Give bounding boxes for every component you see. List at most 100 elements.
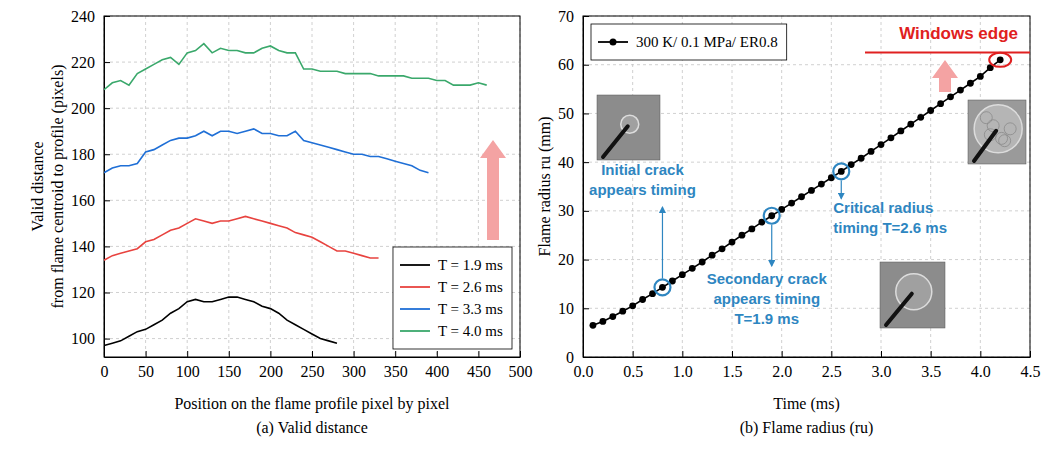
- series-marker: [868, 148, 875, 155]
- x-tick-mark: [354, 351, 355, 357]
- y-tick: 10: [558, 300, 589, 317]
- plot-frame: [583, 16, 1030, 357]
- y-tick: 0: [566, 349, 589, 366]
- x-tick-mark: [782, 351, 783, 357]
- x-tick-mark: [881, 351, 882, 357]
- legend-label: T = 1.9 ms: [438, 257, 503, 273]
- series-marker: [818, 181, 825, 188]
- y-tick-label: 160: [71, 192, 95, 209]
- x-tick-label: 250: [301, 363, 325, 380]
- y-tick-mark: [104, 200, 110, 201]
- x-tick-label: 100: [176, 363, 200, 380]
- x-tick-mark: [520, 351, 521, 357]
- y-tick-label: 30: [558, 202, 574, 219]
- grid-line-y: [104, 154, 520, 155]
- x-tick-label: 0.0: [574, 363, 594, 380]
- x-tick-mark: [478, 351, 479, 357]
- series-marker: [679, 271, 686, 278]
- y-tick-mark: [583, 16, 589, 17]
- x-axis: 0.00.51.01.52.02.53.03.54.04.5: [574, 351, 1041, 380]
- legend-box: [591, 24, 787, 60]
- grid-line-y: [583, 210, 1030, 211]
- series-marker: [957, 87, 964, 94]
- y-tick-mark: [583, 260, 589, 261]
- panel: 0501001502002503003504004505001001201401…: [29, 8, 533, 437]
- series-marker: [808, 187, 815, 194]
- legend-line: [400, 308, 430, 310]
- legend-line: [400, 264, 430, 266]
- y-tick: 240: [71, 8, 110, 25]
- grid-line-x: [145, 16, 146, 357]
- legend-label: T = 2.6 ms: [438, 279, 503, 295]
- annotation-label: Critical radiustiming T=2.6 ms: [833, 199, 947, 236]
- x-tick: 200: [259, 351, 283, 380]
- y-tick-label: 0: [566, 349, 574, 366]
- legend-marker: [610, 39, 617, 46]
- x-tick-label: 2.5: [822, 363, 842, 380]
- x-tick: 2.5: [822, 351, 842, 380]
- x-tick: 1.5: [723, 351, 743, 380]
- y-tick-mark: [104, 246, 110, 247]
- grid-line-y: [104, 108, 520, 109]
- y-tick-mark: [583, 308, 589, 309]
- x-tick-mark: [229, 351, 230, 357]
- x-tick-label: 200: [259, 363, 283, 380]
- figure: 0501001502002503003504004505001001201401…: [0, 0, 1051, 451]
- y-tick: 40: [558, 154, 589, 171]
- x-axis-title: Position on the flame profile pixel by p…: [174, 395, 450, 413]
- inset-electrode: [886, 294, 912, 325]
- annotation-ring: [833, 163, 849, 179]
- plot-frame: [104, 16, 520, 357]
- legend-item: 300 K/ 0.1 MPa/ ER0.8: [598, 34, 778, 50]
- grid: [583, 16, 1030, 357]
- y-tick: 200: [71, 100, 110, 117]
- x-tick-mark: [270, 351, 271, 357]
- series-marker: [629, 302, 636, 309]
- y-tick: 70: [558, 8, 589, 25]
- annotation: Critical radiustiming T=2.6 ms: [833, 163, 947, 236]
- y-tick-label: 50: [558, 105, 574, 122]
- x-tick-mark: [831, 351, 832, 357]
- x-tick: 500: [509, 351, 533, 380]
- x-tick: 150: [217, 351, 241, 380]
- x-tick-label: 500: [509, 363, 533, 380]
- series-marker: [858, 155, 865, 162]
- annotation-arrow: [771, 225, 772, 266]
- series-marker: [937, 100, 944, 107]
- series-marker: [838, 168, 845, 175]
- x-tick: 3.5: [921, 351, 941, 380]
- series-group: [590, 56, 1004, 328]
- series-marker: [639, 296, 646, 303]
- y-tick-label: 240: [71, 8, 95, 25]
- y-tick-mark: [583, 211, 589, 212]
- series-marker: [719, 245, 726, 252]
- x-tick: 450: [467, 351, 491, 380]
- y-tick-label: 120: [71, 284, 95, 301]
- y-tick-mark: [583, 162, 589, 163]
- series-marker: [699, 259, 706, 266]
- x-tick-label: 2.0: [772, 363, 792, 380]
- x-tick: 350: [384, 351, 408, 380]
- legend: T = 1.9 ms T = 2.6 ms T = 3.3 ms T = 4.0 ms: [393, 247, 512, 349]
- x-tick-label: 1.0: [673, 363, 693, 380]
- series-line: [104, 297, 337, 345]
- x-tick-mark: [1030, 351, 1031, 357]
- inset-electrode: [603, 126, 628, 157]
- x-tick: 1.0: [673, 351, 693, 380]
- trend-arrow: [480, 140, 506, 240]
- y-tick-label: 100: [71, 330, 95, 347]
- series-marker: [888, 134, 895, 141]
- inset-flame-cell: [980, 112, 992, 124]
- legend-item: T = 4.0 ms: [400, 323, 503, 339]
- annotation-arrow: [662, 207, 663, 278]
- legend-label: T = 3.3 ms: [438, 301, 503, 317]
- annotation: Secondary crackappears timingT=1.9 ms: [707, 208, 828, 327]
- grid-line-y: [583, 308, 1030, 309]
- inset-flame: [974, 105, 1022, 153]
- series-marker: [788, 200, 795, 207]
- grid-line-y: [583, 259, 1030, 260]
- y-axis-line: [583, 17, 584, 358]
- x-axis-line: [105, 357, 521, 358]
- legend-label: 300 K/ 0.1 MPa/ ER0.8: [636, 34, 778, 50]
- series-marker: [947, 93, 954, 100]
